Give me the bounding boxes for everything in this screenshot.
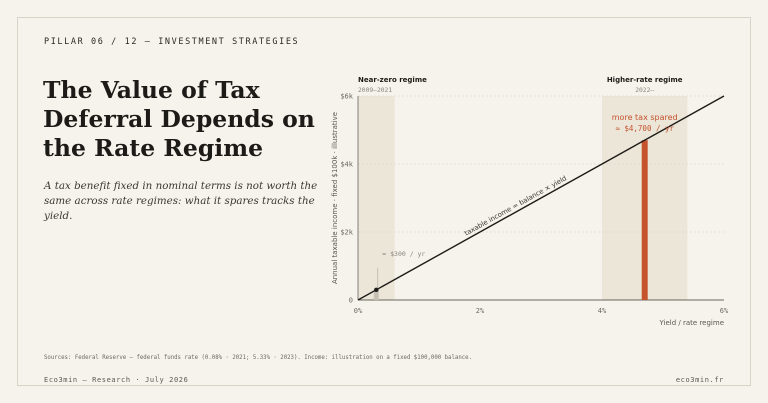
x-tick-label: 4% [598, 307, 607, 315]
page-title: The Value of Tax Deferral Depends on the… [43, 76, 343, 163]
section-kicker: PILLAR 06 / 12 — INVESTMENT STRATEGIES [44, 37, 300, 47]
low-point-marker [374, 287, 379, 292]
low-annotation-label: ≈ $300 / yr [382, 250, 425, 258]
x-tick-label: 0% [354, 307, 363, 315]
regime-label: Higher-rate regime [607, 76, 683, 84]
title-line: The Value of Tax [43, 76, 260, 104]
x-axis-title: Yield / rate regime [659, 319, 724, 327]
y-tick-label: $2k [340, 229, 353, 237]
high-rate-bar [641, 140, 648, 300]
page-subtitle: A tax benefit fixed in nominal terms is … [44, 180, 318, 222]
low-rate-bar [373, 289, 379, 300]
y-tick-label: $4k [340, 161, 353, 169]
y-axis-title: Annual taxable income · fixed $100k · il… [331, 112, 339, 284]
regime-band [358, 96, 395, 300]
y-tick-label: 0 [349, 297, 353, 305]
regime-period: 2022– [635, 87, 654, 94]
footer-site: eco3min.fr [675, 376, 724, 384]
regime-period: 2009–2021 [358, 87, 392, 94]
sources-note: Sources: Federal Reserve — federal funds… [44, 355, 473, 361]
high-annotation-title: more tax spared [612, 113, 678, 122]
series-line-label: taxable income = balance × yield [463, 174, 568, 237]
page-frame [17, 17, 751, 386]
regime-label: Near-zero regime [358, 76, 427, 84]
title-line: the Rate Regime [43, 134, 264, 162]
series-line [357, 95, 725, 301]
footer-credit: Eco3min — Research · July 2026 [44, 376, 189, 384]
title-line: Deferral Depends on [43, 105, 315, 133]
x-tick-label: 6% [720, 307, 729, 315]
y-tick-label: $6k [340, 93, 353, 101]
high-annotation-label: ≈ $4,700 / yr [615, 124, 674, 133]
x-tick-label: 2% [476, 307, 485, 315]
